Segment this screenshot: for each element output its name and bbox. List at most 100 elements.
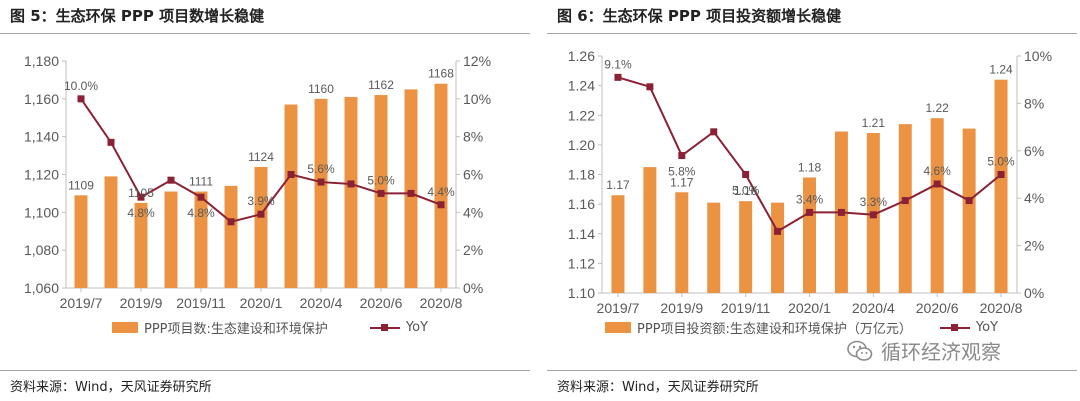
yoy-point [901,197,909,205]
x-tick-label: 2020/4 [300,295,343,311]
y-right-tick-label: 0% [1024,285,1044,301]
yoy-point [347,180,355,188]
yoy-point [806,208,813,216]
y-right-tick-label: 0% [463,280,483,296]
bar-data-label: 1.17 [670,175,694,189]
bar-data-label: 1162 [368,78,394,92]
x-tick-label: 2020/6 [916,300,959,314]
bar [771,202,785,293]
y-left-tick-label: 1,180 [24,53,59,69]
project-count-chart: 1,060 1,080 1,100 1,120 1,140 1,160 1,180 0% 2% 4… [24,53,491,311]
yoy-data-label: 5.0% [732,184,760,198]
yoy-data-label: 5.8% [668,165,696,179]
x-tick-label: 2020/8 [420,295,463,311]
x-tick-label: 2019/11 [721,300,771,314]
bar-legend-swatch [112,322,138,333]
bar [314,98,328,288]
yoy-data-label: 5.6% [307,162,335,176]
bar-data-label: 1.16 [734,184,758,198]
x-tick-label: 2019/9 [120,295,163,311]
yoy-point [710,128,718,136]
y-right-tick-label: 2% [1024,238,1044,254]
yoy-point [869,211,877,219]
yoy-point [377,189,385,197]
line-legend-icon [939,322,970,333]
bar [404,89,418,288]
y-left-tick-label: 1.10 [568,285,595,301]
bar-data-label: 1.21 [862,116,886,130]
wechat-icon [847,340,873,361]
yoy-point [317,178,325,186]
x-tick-label: 2019/7 [60,295,103,311]
y-left-tick-label: 1,080 [24,242,59,258]
bar-data-label: 1111 [189,175,213,189]
yoy-point [646,83,654,91]
bar [254,166,268,288]
yoy-point [742,171,750,178]
figure-title: 图 6：生态环保 PPP 项目投资额增长稳健 [557,7,842,25]
y-right-tick-label: 6% [1024,143,1044,159]
yoy-data-label: 3.9% [247,194,275,208]
watermark-text: 循环经济观察 [881,340,1001,364]
bar [898,124,912,293]
yoy-data-label: 4.4% [427,185,455,199]
y-right-tick-label: 10% [1024,48,1052,64]
y-left-tick-label: 1.22 [568,107,595,123]
chart-legend: PPP项目投资额:生态建设和环境保护（万亿元） YoY [605,318,998,337]
bar-data-label: 1109 [68,178,94,192]
bar [434,83,448,288]
bar-legend-swatch [605,322,631,333]
yoy-point [933,180,941,188]
y-left-tick-label: 1.12 [568,255,595,271]
x-tick-label: 2019/7 [597,300,640,314]
bar [611,195,625,293]
chart-legend: PPP项目数:生态建设和环境保护 YoY [112,318,428,337]
yoy-point [774,227,782,235]
figure-title: 图 5：生态环保 PPP 项目数增长稳健 [10,7,265,25]
y-left-tick-label: 1.24 [568,78,595,94]
y-right-tick-label: 4% [1024,190,1044,206]
y-left-tick-label: 1.20 [568,137,595,153]
bar-data-label: 1160 [308,82,334,96]
bar [164,191,178,288]
yoy-point [407,189,415,197]
y-right-tick-label: 8% [463,129,483,145]
bar [994,79,1008,293]
yoy-data-label: 9.1% [604,57,632,71]
bar [74,195,88,288]
bar [134,202,148,288]
yoy-point [107,138,115,146]
source-note: 资料来源：Wind，天风证券研究所 [10,380,212,395]
top-rule [0,33,530,34]
bar [803,177,816,293]
yoy-point [437,201,445,209]
bar [104,176,118,288]
bar [930,118,944,294]
watermark: 循环经济观察 [847,336,1001,365]
x-tick-label: 2019/9 [660,300,703,314]
bar [675,192,689,293]
bar-legend-label: PPP项目数:生态建设和环境保护 [144,322,328,337]
y-left-tick-label: 1.26 [568,48,595,64]
y-right-tick-label: 8% [1024,95,1044,111]
y-left-tick-label: 1.18 [568,167,595,183]
line-legend-icon [369,322,400,333]
y-left-tick-label: 1,120 [24,167,59,183]
bar [224,185,238,288]
chart-panel-project-count: 图 5：生态环保 PPP 项目数增长稳健 1,060 1,080 1,100 1,12… [0,0,530,401]
y-left-tick-label: 1,160 [24,91,59,107]
bar-data-label: 1.22 [926,101,950,115]
source-note: 资料来源：Wind，天风证券研究所 [557,380,759,395]
yoy-point [965,197,973,205]
bar [284,104,298,288]
bottom-rule [547,370,1077,371]
y-right-tick-label: 6% [463,167,483,183]
y-right-tick-label: 10% [463,91,491,107]
y-right-tick-label: 12% [463,53,491,69]
line-legend-label: YoY [405,320,429,335]
yoy-point [227,218,235,226]
x-tick-label: 2020/1 [240,295,283,311]
yoy-point [197,193,205,201]
yoy-data-label: 5.0% [367,173,395,187]
bar-legend-label: PPP项目投资额:生态建设和环境保护（万亿元） [637,322,912,337]
